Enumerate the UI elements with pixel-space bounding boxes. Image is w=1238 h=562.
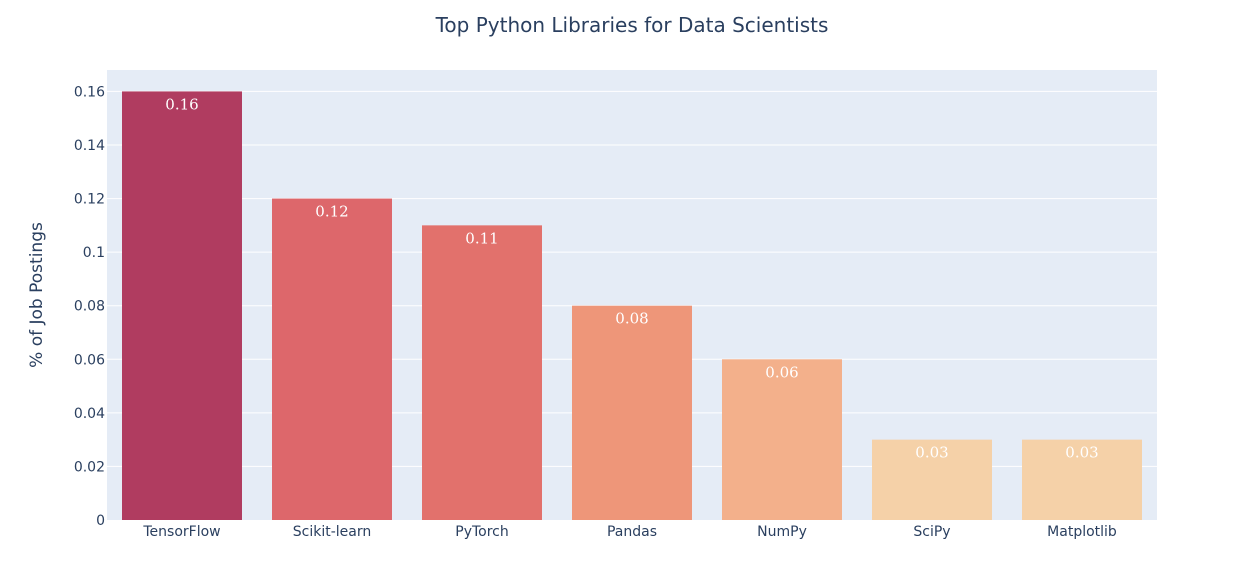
x-tick-label: Matplotlib [1047, 524, 1117, 540]
chart-title: Top Python Libraries for Data Scientists [435, 13, 829, 37]
bar-value-label: 0.12 [315, 203, 348, 221]
y-tick-label: 0.16 [74, 84, 105, 100]
x-tick-label: TensorFlow [142, 524, 220, 540]
x-tick-label: PyTorch [455, 524, 508, 540]
bars [122, 91, 1142, 521]
y-tick-label: 0.14 [74, 138, 105, 154]
y-tick-label: 0 [96, 513, 105, 529]
x-tick-label: Pandas [607, 524, 657, 540]
x-tick-label: SciPy [913, 524, 950, 540]
y-tick-label: 0.04 [74, 406, 105, 422]
bar-tensorflow [122, 91, 242, 520]
bar-matplotlib [1022, 439, 1142, 520]
bar-value-label: 0.03 [915, 444, 948, 462]
bar-pytorch [422, 225, 542, 520]
x-tick-label: NumPy [757, 524, 807, 540]
y-axis-title: % of Job Postings [27, 222, 47, 368]
bar-value-label: 0.08 [615, 310, 648, 328]
x-axis-ticks: TensorFlow Scikit-learn PyTorch Pandas NumPy… [142, 524, 1117, 540]
y-tick-label: 0.1 [83, 245, 105, 261]
bar-scipy [872, 439, 992, 520]
x-tick-label: Scikit-learn [293, 524, 371, 540]
bar-value-label: 0.16 [165, 95, 198, 113]
bar-value-label: 0.06 [765, 363, 798, 381]
bar-value-label: 0.03 [1065, 444, 1098, 462]
y-tick-label: 0.08 [74, 299, 105, 315]
y-tick-label: 0.06 [74, 352, 105, 368]
bar-pandas [572, 305, 692, 520]
bar-scikit-learn [272, 198, 392, 521]
y-tick-label: 0.12 [74, 192, 105, 208]
bar-value-label: 0.11 [465, 229, 498, 247]
y-axis-ticks: 0 0.02 0.04 0.06 0.08 0.1 0.12 0.14 0.16 [74, 84, 105, 529]
bar-numpy [722, 359, 842, 520]
y-tick-label: 0.02 [74, 459, 105, 475]
bar-value-labels: 0.16 0.12 0.11 0.08 0.06 0.03 0.03 [165, 95, 1098, 461]
